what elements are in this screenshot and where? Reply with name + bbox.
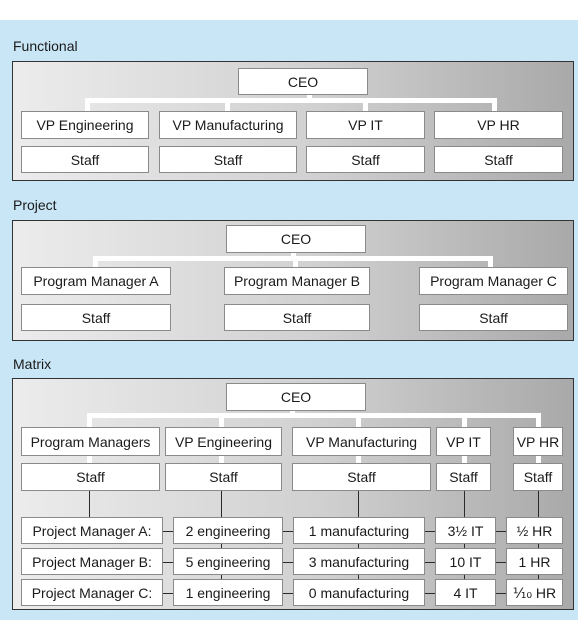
matrix-dash: [496, 593, 506, 594]
functional-connector-2: [225, 98, 230, 112]
project-section-title: Project: [13, 197, 57, 213]
matrix-staff-box-3: Staff: [292, 463, 431, 491]
matrix-unit-head-1: Program Managers: [21, 427, 160, 456]
matrix-connector-1: [87, 413, 92, 429]
matrix-row-1-hr: ½ HR: [506, 517, 563, 544]
matrix-dash: [283, 531, 293, 532]
functional-connector-4: [492, 98, 497, 112]
matrix-connector-3: [356, 413, 361, 429]
matrix-staff-box-2: Staff: [165, 463, 282, 491]
matrix-dash: [425, 562, 435, 563]
matrix-connector-5: [536, 413, 541, 429]
matrix-row-link-mfg-2: [358, 573, 359, 581]
functional-ceo-box: CEO: [238, 68, 368, 95]
matrix-staff-box-5: Staff: [513, 463, 563, 491]
project-unit-head-2: Program Manager B: [224, 267, 370, 295]
project-staff-box-1: Staff: [21, 304, 171, 331]
matrix-dash: [496, 562, 506, 563]
matrix-row-link-it-2: [464, 573, 465, 581]
functional-unit-head-2: VP Manufacturing: [159, 111, 297, 139]
project-ceo-box: CEO: [226, 225, 366, 253]
matrix-vertical-line-3: [358, 490, 359, 518]
functional-connector-3: [363, 98, 368, 112]
matrix-unit-head-5: VP HR: [513, 427, 563, 456]
project-org-panel: CEO Program Manager A Program Manager B …: [12, 220, 574, 341]
matrix-org-panel: CEO Program Managers VP Engineering VP M…: [12, 378, 574, 610]
functional-staff-box-4: Staff: [434, 146, 563, 173]
project-unit-head-3: Program Manager C: [419, 267, 568, 295]
matrix-dash: [425, 593, 435, 594]
matrix-horizontal-connector: [87, 413, 541, 418]
matrix-row-1-manager: Project Manager A:: [21, 517, 163, 544]
project-connector-3: [488, 256, 493, 268]
matrix-row-2-engineering: 5 engineering: [173, 548, 283, 575]
functional-unit-head-4: VP HR: [434, 111, 563, 139]
matrix-vertical-line-1: [89, 490, 90, 518]
matrix-staff-box-4: Staff: [436, 463, 491, 491]
matrix-row-2-manufacturing: 3 manufacturing: [293, 548, 425, 575]
matrix-row-link-it-1: [464, 543, 465, 551]
functional-unit-head-3: VP IT: [306, 111, 425, 139]
matrix-staff-connector-1: [87, 455, 92, 464]
matrix-row-2-hr: 1 HR: [506, 548, 563, 575]
functional-section-title: Functional: [13, 38, 78, 54]
matrix-row-1-manufacturing: 1 manufacturing: [293, 517, 425, 544]
matrix-row-1-it: 3½ IT: [435, 517, 496, 544]
matrix-row-3-it: 4 IT: [435, 579, 496, 606]
matrix-section-title: Matrix: [13, 356, 52, 372]
functional-connector-1: [85, 98, 90, 112]
project-connector-2: [293, 256, 298, 268]
matrix-dash: [283, 562, 293, 563]
matrix-unit-head-3: VP Manufacturing: [292, 427, 431, 456]
matrix-row-link-hr-2: [538, 573, 539, 581]
matrix-row-2-manager: Project Manager B:: [21, 548, 163, 575]
matrix-unit-head-2: VP Engineering: [165, 427, 282, 456]
matrix-staff-connector-5: [536, 455, 541, 464]
matrix-staff-connector-4: [462, 455, 467, 464]
matrix-dash: [283, 593, 293, 594]
matrix-row-3-manager: Project Manager C:: [21, 579, 163, 606]
functional-staff-box-3: Staff: [306, 146, 425, 173]
matrix-row-link-eng-1: [221, 543, 222, 551]
matrix-staff-connector-2: [219, 455, 224, 464]
matrix-row-1-engineering: 2 engineering: [173, 517, 283, 544]
matrix-dash: [163, 531, 173, 532]
project-staff-box-3: Staff: [419, 304, 568, 331]
matrix-dash: [425, 531, 435, 532]
matrix-row-3-engineering: 1 engineering: [173, 579, 283, 606]
functional-org-panel: CEO VP Engineering VP Manufacturing VP I…: [12, 61, 574, 181]
functional-unit-head-1: VP Engineering: [21, 111, 149, 139]
matrix-ceo-box: CEO: [226, 383, 366, 411]
matrix-staff-box-1: Staff: [21, 463, 160, 491]
matrix-row-3-manufacturing: 0 manufacturing: [293, 579, 425, 606]
project-connector-1: [93, 256, 98, 268]
matrix-row-link-hr-1: [538, 543, 539, 551]
matrix-dash: [163, 593, 173, 594]
matrix-row-3-hr: ⅒ HR: [506, 579, 563, 606]
matrix-row-link-eng-2: [221, 573, 222, 581]
project-unit-head-1: Program Manager A: [21, 267, 171, 295]
matrix-connector-2: [219, 413, 224, 429]
functional-staff-box-2: Staff: [159, 146, 297, 173]
matrix-vertical-line-5: [538, 490, 539, 518]
functional-staff-box-1: Staff: [21, 146, 149, 173]
matrix-dash: [163, 562, 173, 563]
matrix-dash: [496, 531, 506, 532]
project-staff-box-2: Staff: [224, 304, 370, 331]
matrix-unit-head-4: VP IT: [436, 427, 491, 456]
matrix-row-2-it: 10 IT: [435, 548, 496, 575]
matrix-staff-connector-3: [356, 455, 361, 464]
matrix-vertical-line-4: [464, 490, 465, 518]
matrix-vertical-line-2: [221, 490, 222, 518]
functional-horizontal-connector: [85, 98, 497, 103]
matrix-connector-4: [462, 413, 467, 429]
matrix-row-link-mfg-1: [358, 543, 359, 551]
